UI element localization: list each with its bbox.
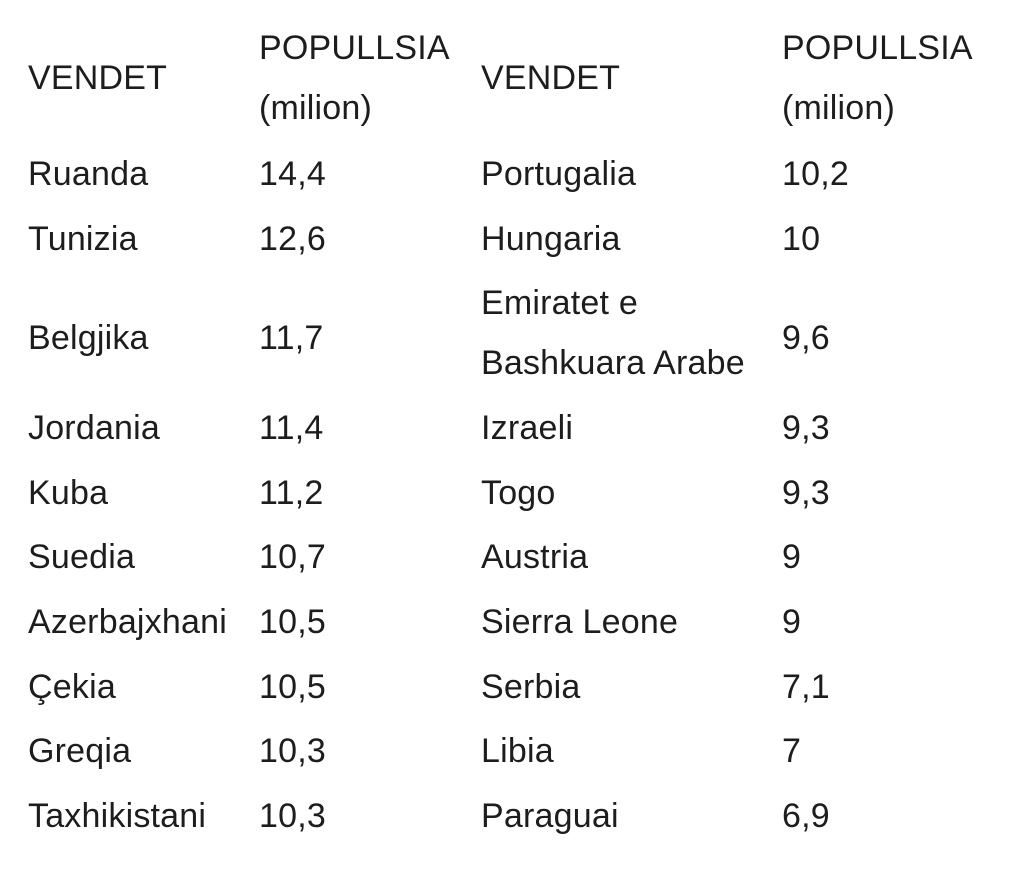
population-cell: 10,3 — [259, 732, 326, 770]
country-cell: Kuba — [28, 474, 109, 512]
country-cell: Serbia — [481, 668, 581, 706]
population-cell: 9 — [782, 538, 802, 576]
country-cell: Hungaria — [481, 220, 621, 258]
population-cell: 11,2 — [259, 474, 324, 512]
country-cell: Ruanda — [28, 155, 149, 193]
country-cell: Libia — [481, 732, 554, 770]
table-row: Jordania 11,4 Izraeli 9,3 — [0, 398, 1024, 458]
country-cell: Izraeli — [481, 409, 574, 447]
table-row: Belgjika 11,7 Emiratet e Bashkuara Arabe… — [0, 273, 1024, 403]
population-cell: 7 — [782, 732, 802, 770]
table-header-row: VENDET POPULLSIA (milion) VENDET POPULLS… — [0, 18, 1024, 138]
population-cell: 7,1 — [782, 668, 830, 706]
header-population-title: POPULLSIA — [259, 29, 450, 67]
country-cell: Paraguai — [481, 797, 619, 835]
population-cell: 9 — [782, 603, 802, 641]
country-cell: Emiratet e Bashkuara Arabe — [481, 273, 781, 393]
header-country-right: VENDET — [481, 59, 621, 97]
country-cell: Austria — [481, 538, 589, 576]
country-cell: Jordania — [28, 409, 161, 447]
population-cell: 12,6 — [259, 220, 326, 258]
table-row: Taxhikistani 10,3 Paraguai 6,9 — [0, 786, 1024, 846]
population-cell: 6,9 — [782, 797, 830, 835]
table-row: Greqia 10,3 Libia 7 — [0, 721, 1024, 781]
population-cell: 14,4 — [259, 155, 326, 193]
population-cell: 9,3 — [782, 409, 830, 447]
population-cell: 9,6 — [782, 319, 830, 357]
country-cell: Greqia — [28, 732, 132, 770]
population-cell: 10,3 — [259, 797, 326, 835]
table-row: Kuba 11,2 Togo 9,3 — [0, 463, 1024, 523]
country-name-line-2: Bashkuara Arabe — [481, 344, 745, 382]
country-cell: Portugalia — [481, 155, 637, 193]
population-cell: 10,5 — [259, 668, 326, 706]
header-population-left: POPULLSIA (milion) — [259, 18, 450, 138]
country-cell: Tunizia — [28, 220, 138, 258]
population-cell: 10,5 — [259, 603, 326, 641]
population-cell: 11,7 — [259, 319, 324, 357]
country-cell: Sierra Leone — [481, 603, 679, 641]
population-cell: 10,7 — [259, 538, 326, 576]
header-population-right: POPULLSIA (milion) — [782, 18, 973, 138]
country-cell: Belgjika — [28, 319, 149, 357]
country-name-line-1: Emiratet e — [481, 284, 638, 322]
header-population-title: POPULLSIA — [782, 29, 973, 67]
country-cell: Taxhikistani — [28, 797, 207, 835]
header-population-unit: (milion) — [259, 89, 373, 127]
table-row: Azerbajxhani 10,5 Sierra Leone 9 — [0, 592, 1024, 652]
country-cell: Suedia — [28, 538, 136, 576]
table-row: Ruanda 14,4 Portugalia 10,2 — [0, 144, 1024, 204]
table-row: Çekia 10,5 Serbia 7,1 — [0, 657, 1024, 717]
table-row: Suedia 10,7 Austria 9 — [0, 527, 1024, 587]
population-cell: 9,3 — [782, 474, 830, 512]
population-cell: 10,2 — [782, 155, 849, 193]
header-population-unit: (milion) — [782, 89, 896, 127]
population-cell: 11,4 — [259, 409, 324, 447]
country-cell: Çekia — [28, 668, 116, 706]
country-cell: Azerbajxhani — [28, 603, 227, 641]
population-cell: 10 — [782, 220, 821, 258]
country-cell: Togo — [481, 474, 556, 512]
table-row: Tunizia 12,6 Hungaria 10 — [0, 209, 1024, 269]
header-country-left: VENDET — [28, 59, 168, 97]
